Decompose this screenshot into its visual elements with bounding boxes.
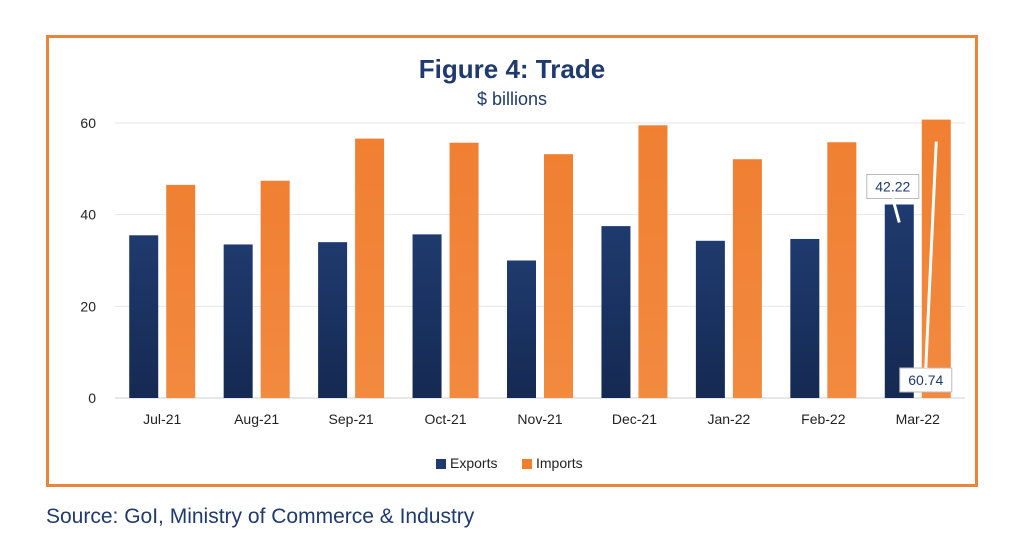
y-tick-label: 40 [80,207,96,223]
legend-swatch-exports [436,459,446,469]
legend-label-imports: Imports [536,455,583,471]
bar-exports-mar-22 [884,204,914,398]
x-tick-label: Jul-21 [143,411,181,427]
bar-imports-dec-21 [638,125,668,399]
x-tick-label: Jan-22 [707,411,750,427]
legend-swatch-imports [522,459,532,469]
bar-exports-sep-21 [318,242,348,398]
bar-imports-jan-22 [732,159,762,398]
y-tick-label: 0 [88,390,96,406]
callout-box [899,367,953,393]
x-tick-label: Mar-22 [896,411,941,427]
x-tick-label: Oct-21 [425,411,467,427]
legend-label-exports: Exports [450,455,497,471]
bar-exports-aug-21 [223,244,253,398]
chart-subtitle: $ billions [476,89,548,109]
x-tick-label: Aug-21 [234,411,279,427]
bar-exports-feb-22 [790,238,820,398]
x-tick-label: Nov-21 [517,411,562,427]
bar-imports-oct-21 [449,142,479,398]
bar-exports-jul-21 [129,235,159,398]
chart-title: Figure 4: Trade [418,54,606,84]
bar-exports-dec-21 [601,226,631,398]
bar-imports-feb-22 [827,142,857,398]
callout-label: 60.74 [908,372,943,388]
bar-exports-nov-21 [507,260,536,398]
bar-imports-aug-21 [260,180,290,398]
x-tick-label: Sep-21 [329,411,374,427]
bar-imports-nov-21 [544,154,573,398]
callout-leader [891,198,901,223]
callout-leader [924,141,938,369]
callout-label: 42.22 [875,178,910,194]
bar-exports-jan-22 [695,240,725,398]
source-note: Source: GoI, Ministry of Commerce & Indu… [46,505,475,528]
y-tick-label: 20 [80,298,96,314]
x-tick-label: Feb-22 [801,411,846,427]
y-tick-label: 60 [80,115,96,131]
bar-imports-jul-21 [166,184,196,398]
x-tick-label: Dec-21 [612,411,657,427]
bar-imports-sep-21 [355,138,385,399]
bar-exports-oct-21 [412,234,442,398]
callout-box [866,173,920,199]
